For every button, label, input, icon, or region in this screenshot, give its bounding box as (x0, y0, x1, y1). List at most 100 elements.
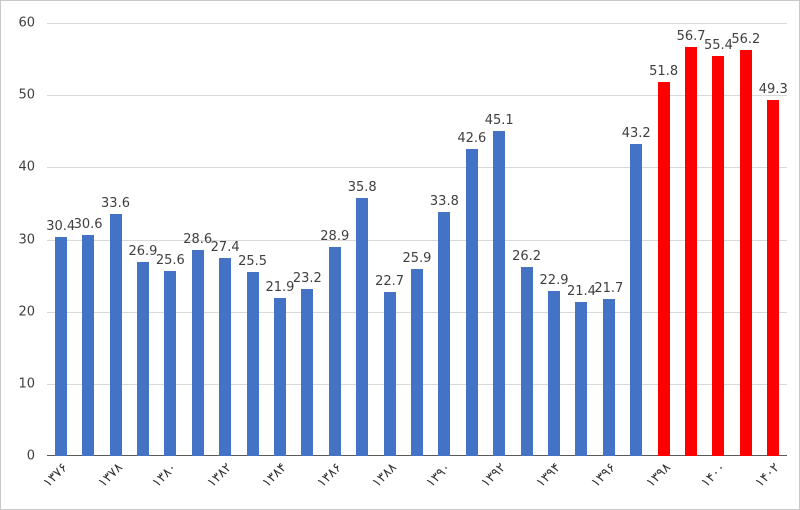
bar-value-label: 26.9 (128, 243, 158, 259)
bar (438, 212, 451, 456)
x-tick-label: ۱۳۸۲ (204, 460, 236, 491)
bar (657, 82, 670, 456)
x-tick-label: ۱۳۹۸ (643, 460, 674, 491)
bar-slot: 25.9 (402, 23, 432, 456)
bar-value-label: 43.2 (621, 126, 651, 142)
bar-slot: 26.2 (512, 23, 542, 456)
y-tick-label: 60 (18, 15, 35, 31)
bar-value-label: 27.4 (210, 240, 240, 256)
bar-slot: 26.9 (128, 23, 158, 456)
bar (575, 301, 588, 456)
bar-value-label: 33.6 (101, 195, 130, 211)
x-tick-label: ۱۳۸۰ (149, 460, 181, 491)
bar-slot: 55.4 (703, 23, 733, 456)
y-tick-label: 40 (18, 159, 35, 175)
bar (191, 249, 204, 456)
bar-value-label: 30.6 (73, 217, 103, 233)
bar-slot: 30.4 (46, 23, 76, 456)
bar-value-label: 42.6 (457, 130, 487, 146)
bar-value-label: 49.3 (758, 82, 788, 98)
bar-value-label: 23.2 (292, 270, 322, 286)
bar (602, 299, 615, 456)
x-tick-label: ۱۳۸۶ (314, 460, 345, 491)
y-tick-label: 20 (18, 304, 35, 320)
bar-slot: 25.6 (155, 23, 185, 456)
bar-value-label: 21.9 (265, 279, 295, 295)
x-tick-label: ۱۳۸۴ (259, 460, 290, 491)
bar (54, 236, 67, 456)
bar-slot: 22.9 (539, 23, 569, 456)
x-tick-label: ۱۳۹۶ (588, 460, 619, 491)
y-tick-label: 0 (26, 448, 35, 464)
bar-slot: 28.9 (320, 23, 349, 456)
bar (164, 271, 177, 456)
x-tick-label: ۱۴۰۰ (698, 460, 729, 491)
gridline (47, 23, 787, 24)
bar-slot: 21.9 (265, 23, 295, 456)
x-tick-label: ۱۳۹۴ (533, 460, 564, 491)
x-tick-label: ۱۳۹۰ (423, 460, 455, 491)
bar (136, 261, 149, 456)
bar-value-label: 22.9 (539, 272, 569, 288)
bar (630, 144, 643, 456)
bar-value-label: 51.8 (649, 64, 679, 80)
gridline (47, 239, 787, 241)
bar (712, 56, 725, 456)
x-tick-label: ۱۳۸۸ (369, 460, 400, 491)
bar-slot: 33.8 (429, 23, 459, 456)
bar (328, 247, 341, 456)
bar-slot: 21.7 (594, 23, 624, 456)
bar-value-label: 55.4 (703, 38, 733, 54)
bar-slot: 35.8 (347, 23, 377, 456)
bar-slot: 27.4 (210, 23, 240, 456)
bar (520, 266, 533, 456)
bar (548, 290, 561, 456)
bar-value-label: 26.2 (512, 248, 542, 264)
bar-slot: 49.3 (758, 23, 788, 456)
bar (356, 197, 369, 456)
bar-value-label: 33.8 (429, 194, 459, 210)
bar-value-label: 25.5 (238, 253, 268, 269)
bars-row: 30.4 30.6 33.6 26.9 25.6 28.6 27.4 25.5 21.9 23.2… (46, 23, 788, 456)
bar-slot: 56.7 (676, 23, 706, 456)
plot-area: 30.4 30.6 33.6 26.9 25.6 28.6 27.4 25.5 21.9 23.2… (40, 23, 788, 491)
x-tick-label: ۱۳۷۸ (95, 460, 126, 491)
bar-value-label: 56.2 (731, 32, 761, 48)
y-tick-label: 30 (18, 232, 35, 247)
bar-slot: 56.2 (731, 23, 761, 456)
bar (273, 297, 286, 456)
bar-slot: 51.8 (649, 23, 679, 456)
bar-value-label: 30.4 (46, 218, 76, 234)
bar (739, 50, 752, 456)
x-tick-label: ۱۴۰۲ (752, 460, 784, 491)
bar-value-label: 22.7 (375, 274, 405, 290)
bar (685, 46, 698, 456)
bar-slot: 21.4 (566, 23, 596, 456)
bar (246, 271, 259, 456)
bar-value-label: 25.9 (402, 251, 432, 267)
bar-slot: 30.6 (73, 23, 103, 456)
bar-slot: 45.1 (484, 23, 514, 456)
x-tick-label: ۱۳۹۲ (478, 460, 510, 491)
gridline (47, 95, 787, 97)
bar-slot: 23.2 (292, 23, 322, 456)
bar (82, 235, 95, 456)
y-tick-label: 10 (18, 376, 35, 392)
bar (383, 292, 396, 456)
bar-slot: 33.6 (101, 23, 130, 456)
bar-slot: 42.6 (457, 23, 487, 456)
bar-value-label: 56.7 (676, 28, 706, 44)
bar-slot: 22.7 (375, 23, 405, 456)
bar (465, 148, 478, 456)
bar-slot: 28.6 (183, 23, 212, 456)
bar (767, 100, 780, 456)
bar-value-label: 21.7 (594, 281, 624, 297)
x-tick-label: ۱۳۷۶ (40, 460, 71, 491)
bar-value-label: 45.1 (484, 112, 514, 128)
bar-value-label: 21.4 (566, 283, 596, 299)
bar (493, 130, 506, 456)
bar-value-label: 25.6 (155, 253, 185, 269)
y-tick-label: 50 (18, 87, 35, 103)
bar-value-label: 35.8 (347, 179, 377, 195)
